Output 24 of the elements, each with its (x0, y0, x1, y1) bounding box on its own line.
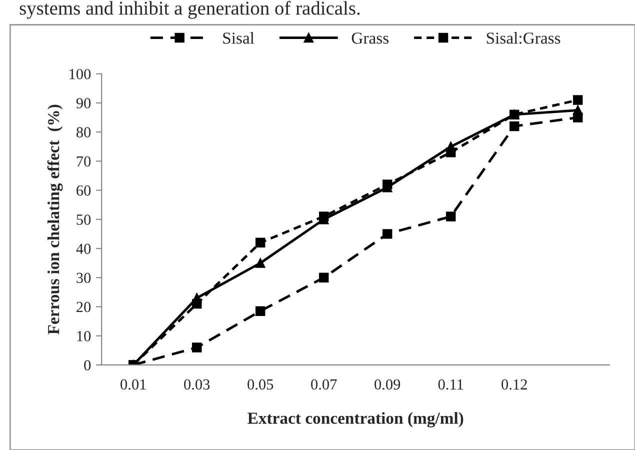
y-tick-label: 80 (76, 127, 91, 138)
legend-label: Sisal (223, 32, 254, 44)
x-tick-label: 0.07 (311, 379, 337, 390)
y-tick-label: 10 (77, 330, 91, 342)
y-tick-label: 60 (76, 185, 91, 196)
x-tick-label: 0.11 (438, 379, 464, 390)
y-tick-label: 70 (76, 156, 91, 167)
x-axis-title: Extract concentration (mg/ml) (248, 412, 464, 428)
y-tick-label: 50 (76, 214, 91, 225)
y-tick-label: 40 (76, 244, 91, 254)
y-axis-title: Ferrous ion chelating effect (%) (47, 104, 63, 334)
y-tick-label: 90 (76, 98, 91, 108)
x-tick-label: 0.12 (502, 379, 527, 390)
y-tick-label: 0 (84, 360, 91, 370)
x-tick-label: 0.05 (248, 379, 274, 390)
x-tick-label: 0.03 (184, 379, 210, 390)
text: systems and inhibit a generation of radicals. (20, 0, 360, 19)
y-tick-label: 100 (70, 68, 91, 80)
y-tick-label: 30 (76, 272, 91, 284)
y-tick-label: 20 (76, 302, 91, 312)
legend-label: Sisal:Grass (486, 32, 560, 44)
x-tick-label: 0.01 (120, 379, 146, 390)
legend-label: Grass (352, 32, 389, 44)
x-tick-label: 0.09 (374, 379, 400, 390)
